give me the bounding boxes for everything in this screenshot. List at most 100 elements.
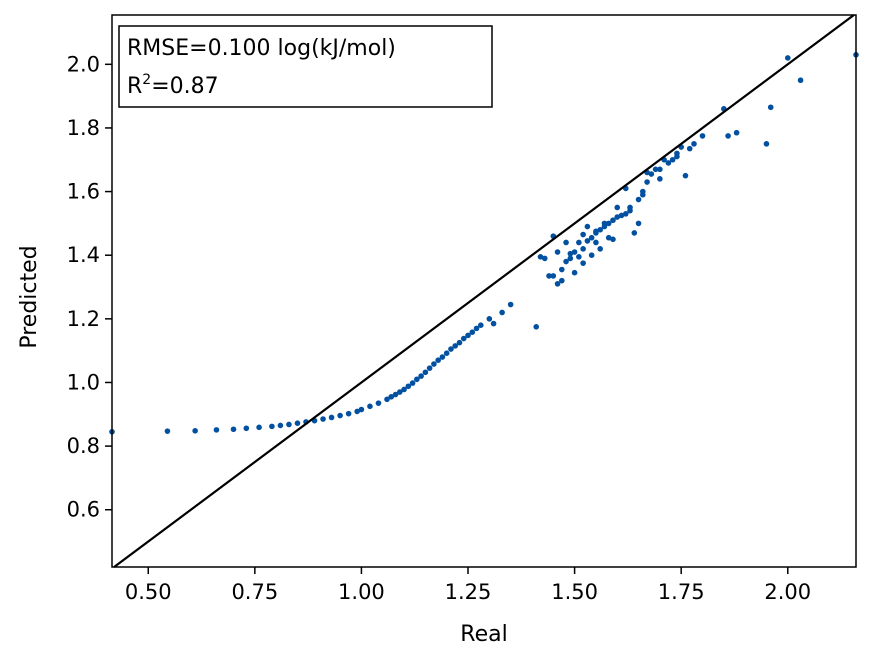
data-point: [533, 323, 540, 330]
data-point: [559, 266, 565, 273]
data-point: [567, 255, 574, 262]
data-point: [507, 301, 514, 308]
data-point: [550, 273, 557, 279]
data-point: [631, 230, 638, 236]
data-point: [358, 406, 365, 413]
x-tick-label: 1.75: [658, 580, 705, 604]
data-point: [699, 133, 706, 139]
y-tick-label: 1.4: [67, 243, 100, 267]
data-point: [669, 156, 676, 163]
data-point: [554, 281, 561, 287]
data-point: [644, 179, 650, 185]
data-point: [686, 145, 693, 152]
data-point: [443, 350, 450, 356]
y-tick-label: 1.0: [67, 370, 100, 394]
data-point: [294, 420, 301, 426]
plot-frame: [111, 14, 857, 568]
data-point: [563, 258, 569, 265]
data-point: [593, 228, 599, 235]
data-point: [584, 238, 591, 244]
data-point: [435, 357, 441, 363]
r2-prefix: R: [127, 74, 142, 99]
r2-value: =0.87: [151, 74, 218, 99]
data-point: [469, 329, 476, 336]
data-point: [473, 325, 480, 332]
x-axis: 0.50 0.75 1.00 1.25 1.50 1.75 2.00: [125, 567, 811, 604]
data-point: [269, 423, 275, 430]
data-point: [414, 376, 420, 383]
data-point: [652, 166, 659, 173]
data-point: [682, 172, 689, 179]
y-tick-label: 0.8: [67, 434, 100, 458]
data-point: [733, 129, 740, 136]
data-point: [691, 141, 697, 147]
data-point: [725, 133, 731, 139]
data-point: [614, 204, 621, 211]
x-tick-label: 2.00: [764, 580, 811, 604]
x-tick-label: 1.25: [445, 580, 492, 604]
data-point: [375, 400, 382, 406]
data-point: [345, 410, 352, 417]
data-points: [109, 51, 859, 435]
data-point: [465, 332, 471, 339]
r2-superscript: 2: [142, 72, 151, 88]
y-tick-label: 1.6: [67, 180, 100, 204]
data-point: [567, 250, 574, 257]
x-tick-label: 1.00: [338, 580, 385, 604]
data-point: [580, 260, 586, 266]
data-point: [593, 239, 599, 246]
data-point: [460, 335, 467, 342]
data-point: [422, 369, 429, 376]
data-point: [657, 176, 663, 182]
data-point: [392, 391, 399, 398]
data-point: [431, 361, 437, 367]
data-point: [490, 320, 497, 327]
data-point: [627, 207, 633, 214]
y-axis-label: Predicted: [17, 245, 42, 348]
data-point: [797, 77, 804, 84]
data-point: [401, 386, 407, 393]
data-point: [554, 249, 561, 255]
data-point: [164, 428, 171, 434]
data-point: [588, 252, 595, 259]
x-tick-label: 0.50: [125, 580, 172, 604]
data-point: [388, 393, 395, 400]
data-point: [418, 373, 424, 379]
y-tick-label: 0.6: [67, 498, 100, 522]
data-point: [192, 428, 198, 434]
data-point: [486, 316, 493, 322]
data-point: [256, 424, 262, 431]
data-point: [622, 211, 629, 217]
data-point: [605, 220, 612, 227]
data-point: [409, 380, 416, 386]
data-point: [635, 220, 642, 227]
data-point: [354, 408, 360, 415]
y-tick-label: 1.2: [67, 307, 100, 331]
data-point: [597, 226, 603, 233]
stats-box-frame: [118, 25, 493, 108]
data-point: [571, 269, 578, 276]
data-point: [243, 425, 250, 432]
data-point: [597, 246, 603, 252]
data-point: [580, 246, 586, 252]
data-point: [665, 160, 672, 166]
data-point: [576, 253, 582, 260]
data-point: [784, 55, 791, 61]
data-point: [584, 223, 591, 230]
rmse-text: RMSE=0.100 log(kJ/mol): [127, 36, 396, 61]
data-point: [546, 273, 552, 279]
data-point: [576, 239, 582, 246]
data-point: [478, 322, 484, 329]
data-point: [537, 253, 544, 260]
data-point: [426, 365, 433, 371]
y-tick-label: 2.0: [67, 52, 100, 76]
data-point: [588, 234, 595, 241]
data-point: [286, 421, 292, 428]
data-point: [648, 171, 655, 177]
data-point: [499, 309, 505, 316]
data-point: [657, 166, 663, 173]
data-point: [367, 403, 373, 410]
data-point: [580, 231, 586, 238]
identity-line: [113, 14, 855, 568]
